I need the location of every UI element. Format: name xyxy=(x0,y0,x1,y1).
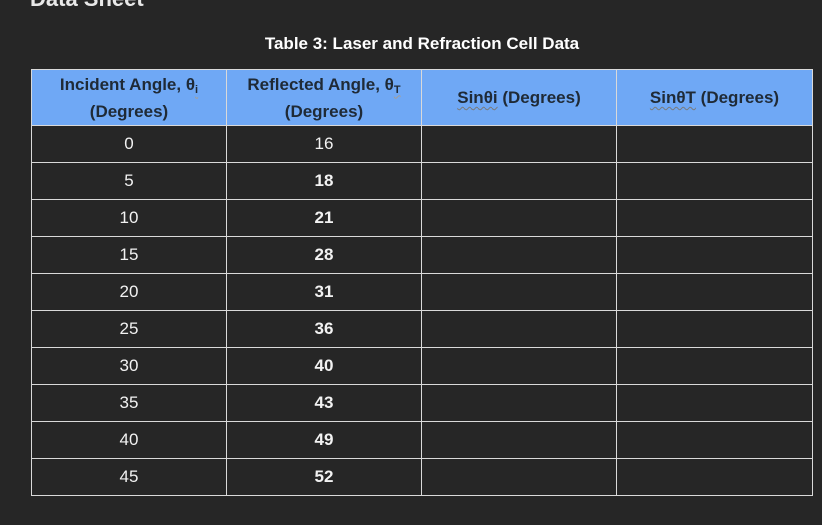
header-sin-incident-prefix: Sinθi xyxy=(457,88,498,107)
cell-sin-transmitted[interactable] xyxy=(616,236,813,274)
cell-reflected-angle[interactable]: 36 xyxy=(226,310,422,348)
cell-sin-transmitted[interactable] xyxy=(616,458,813,496)
cell-sin-incident[interactable] xyxy=(421,310,617,348)
header-reflected-line2: (Degrees) xyxy=(284,101,364,121)
cell-incident-angle[interactable]: 45 xyxy=(31,458,227,496)
table-title: Table 3: Laser and Refraction Cell Data xyxy=(264,34,580,53)
cell-sin-transmitted[interactable] xyxy=(616,347,813,385)
cell-sin-incident[interactable] xyxy=(421,347,617,385)
cell-reflected-angle[interactable]: 31 xyxy=(226,273,422,311)
cell-incident-angle[interactable]: 0 xyxy=(31,125,227,163)
cell-sin-incident[interactable] xyxy=(421,199,617,237)
cell-reflected-angle[interactable]: 40 xyxy=(226,347,422,385)
cell-sin-incident[interactable] xyxy=(421,125,617,163)
header-sin-incident-suffix: (Degrees) xyxy=(497,88,581,107)
table-row: 5 18 xyxy=(31,162,813,200)
table-header-row: Incident Angle, θi (Degrees) Reflected A… xyxy=(31,69,813,126)
cell-sin-incident[interactable] xyxy=(421,458,617,496)
cell-reflected-angle[interactable]: 21 xyxy=(226,199,422,237)
table-row: 25 36 xyxy=(31,310,813,348)
header-incident-angle[interactable]: Incident Angle, θi (Degrees) xyxy=(31,69,227,126)
cell-incident-angle[interactable]: 10 xyxy=(31,199,227,237)
table-row: 40 49 xyxy=(31,421,813,459)
table-row: 20 31 xyxy=(31,273,813,311)
header-reflected-subscript: T xyxy=(393,83,401,96)
table-row: 35 43 xyxy=(31,384,813,422)
refraction-data-table: Incident Angle, θi (Degrees) Reflected A… xyxy=(31,69,813,496)
header-reflected-line1: Reflected Angle, θ xyxy=(247,74,394,94)
header-sin-transmitted-prefix: SinθT xyxy=(649,88,696,107)
cell-reflected-angle[interactable]: 49 xyxy=(226,421,422,459)
cell-incident-angle[interactable]: 15 xyxy=(31,236,227,274)
cell-incident-angle[interactable]: 5 xyxy=(31,162,227,200)
cell-reflected-angle[interactable]: 28 xyxy=(226,236,422,274)
header-sin-incident[interactable]: Sinθi (Degrees) xyxy=(421,69,617,126)
header-sin-transmitted-suffix: (Degrees) xyxy=(695,88,780,107)
cell-reflected-angle[interactable]: 52 xyxy=(226,458,422,496)
cell-sin-incident[interactable] xyxy=(421,421,617,459)
cell-sin-transmitted[interactable] xyxy=(616,384,813,422)
cell-reflected-angle[interactable]: 18 xyxy=(226,162,422,200)
header-sin-transmitted[interactable]: SinθT (Degrees) xyxy=(616,69,813,126)
table-row: 10 21 xyxy=(31,199,813,237)
cell-reflected-angle[interactable]: 43 xyxy=(226,384,422,422)
cell-sin-transmitted[interactable] xyxy=(616,421,813,459)
cell-sin-incident[interactable] xyxy=(421,236,617,274)
cell-incident-angle[interactable]: 40 xyxy=(31,421,227,459)
cell-sin-incident[interactable] xyxy=(421,384,617,422)
header-incident-line2: (Degrees) xyxy=(89,101,169,121)
header-incident-subscript: i xyxy=(195,83,199,96)
cell-incident-angle[interactable]: 35 xyxy=(31,384,227,422)
document-heading: Data Sheet xyxy=(30,0,144,12)
table-row: 0 16 xyxy=(31,125,813,163)
cell-sin-transmitted[interactable] xyxy=(616,199,813,237)
table-row: 15 28 xyxy=(31,236,813,274)
table-row: 45 52 xyxy=(31,458,813,496)
cell-sin-transmitted[interactable] xyxy=(616,310,813,348)
cell-incident-angle[interactable]: 30 xyxy=(31,347,227,385)
header-reflected-angle[interactable]: Reflected Angle, θT (Degrees) xyxy=(226,69,422,126)
cell-sin-incident[interactable] xyxy=(421,273,617,311)
cell-sin-transmitted[interactable] xyxy=(616,273,813,311)
cell-incident-angle[interactable]: 20 xyxy=(31,273,227,311)
cell-incident-angle[interactable]: 25 xyxy=(31,310,227,348)
cell-reflected-angle[interactable]: 16 xyxy=(226,125,422,163)
cell-sin-transmitted[interactable] xyxy=(616,125,813,163)
header-incident-line1: Incident Angle, θ xyxy=(59,74,196,94)
cell-sin-incident[interactable] xyxy=(421,162,617,200)
table-row: 30 40 xyxy=(31,347,813,385)
cell-sin-transmitted[interactable] xyxy=(616,162,813,200)
